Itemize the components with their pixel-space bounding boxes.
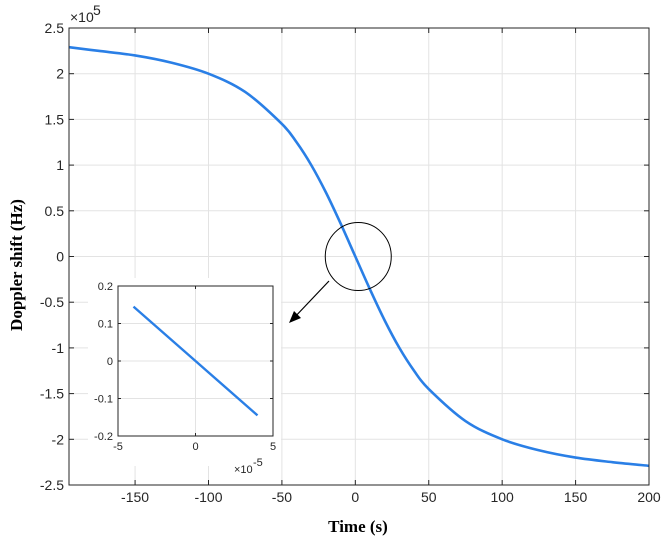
y-axis-label: Doppler shift (Hz) xyxy=(7,199,26,331)
main-y-tick-label: 0.5 xyxy=(45,203,65,219)
main-series-layer xyxy=(68,45,650,468)
inset-tick-labels: -5 0 5 0.2 0.1 0 -0.1 -0.2 xyxy=(94,281,276,453)
inset-y-tick-label: 0 xyxy=(107,356,113,368)
main-x-tick-label: -150 xyxy=(121,489,149,505)
main-x-tick-label: 150 xyxy=(564,489,588,505)
x-axis-label: Time (s) xyxy=(328,517,388,536)
inset-chart: -5 0 5 0.2 0.1 0 -0.1 -0.2 ×10 -5 xyxy=(88,278,281,476)
main-x-tick-label: 100 xyxy=(490,489,514,505)
y-axis-exponent: ×10 5 xyxy=(70,2,101,25)
inset-series-layer xyxy=(132,305,259,417)
doppler-curve xyxy=(68,45,650,468)
main-x-tick-label: 50 xyxy=(421,489,437,505)
main-y-tick-label: -1.5 xyxy=(40,386,64,402)
main-y-tick-label: 2.5 xyxy=(45,20,65,36)
inset-y-tick-label: -0.2 xyxy=(94,431,113,443)
y-exponent-base: ×10 xyxy=(70,9,94,25)
inset-y-tick-label: -0.1 xyxy=(94,393,113,405)
main-y-tick-label: -1 xyxy=(52,340,65,356)
inset-x-tick-label: 5 xyxy=(270,441,276,453)
main-y-tick-label: 1 xyxy=(56,157,64,173)
inset-background xyxy=(88,278,281,466)
inset-x-axis-exponent: ×10 -5 xyxy=(234,457,263,476)
main-y-tick-label: 0 xyxy=(56,249,64,265)
main-x-tick-label: 200 xyxy=(637,489,661,505)
main-y-tick-label: 2 xyxy=(56,66,64,82)
inset-x-tick-label: 0 xyxy=(192,441,198,453)
main-y-tick-label: -2.5 xyxy=(40,477,64,493)
inset-y-tick-label: 0.1 xyxy=(98,318,113,330)
inset-tick-marks xyxy=(117,285,274,437)
main-tick-marks xyxy=(69,27,650,486)
main-grid xyxy=(69,27,650,486)
inset-x-exponent-base: ×10 xyxy=(234,464,253,476)
main-y-tick-label: -0.5 xyxy=(40,294,64,310)
inset-y-tick-label: 0.2 xyxy=(98,281,113,293)
main-x-tick-label: -50 xyxy=(272,489,292,505)
inset-curve xyxy=(132,305,259,417)
inset-x-tick-label: -5 xyxy=(113,441,123,453)
inset-x-exponent-power: -5 xyxy=(253,457,263,469)
zoom-circle xyxy=(324,222,392,291)
main-x-tick-label: 0 xyxy=(351,489,359,505)
main-x-tick-label: -100 xyxy=(194,489,222,505)
y-exponent-power: 5 xyxy=(93,2,101,18)
main-y-tick-label: -2 xyxy=(52,431,65,447)
main-y-tick-label: 1.5 xyxy=(45,111,65,127)
main-tick-labels: -150 -100 -50 0 50 100 150 2002.521.510.50-0.5-… xyxy=(40,20,661,505)
zoom-arrow xyxy=(289,280,330,323)
